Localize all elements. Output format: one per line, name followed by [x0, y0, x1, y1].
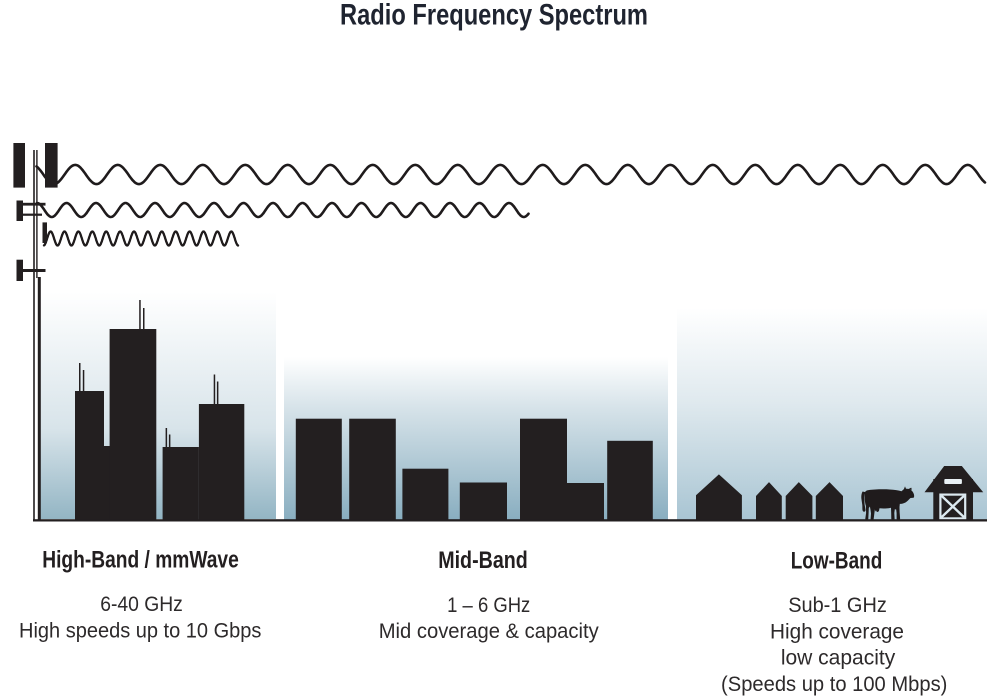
svg-text:Mid coverage & capacity: Mid coverage & capacity	[379, 620, 600, 643]
svg-text:Low-Band: Low-Band	[791, 546, 883, 574]
svg-text:1 – 6 GHz: 1 – 6 GHz	[447, 594, 530, 617]
svg-text:Mid-Band: Mid-Band	[438, 546, 528, 573]
svg-text:High coverage: High coverage	[770, 620, 904, 643]
svg-text:Radio Frequency Spectrum: Radio Frequency Spectrum	[340, 0, 648, 31]
svg-text:Sub-1 GHz: Sub-1 GHz	[788, 594, 887, 618]
svg-text:6-40 GHz: 6-40 GHz	[100, 594, 183, 617]
svg-text:(Speeds up to 100 Mbps): (Speeds up to 100 Mbps)	[721, 672, 947, 695]
svg-text:High-Band / mmWave: High-Band / mmWave	[42, 546, 239, 574]
svg-text:low capacity: low capacity	[781, 647, 896, 670]
svg-text:High speeds up to 10 Gbps: High speeds up to 10 Gbps	[19, 619, 261, 643]
